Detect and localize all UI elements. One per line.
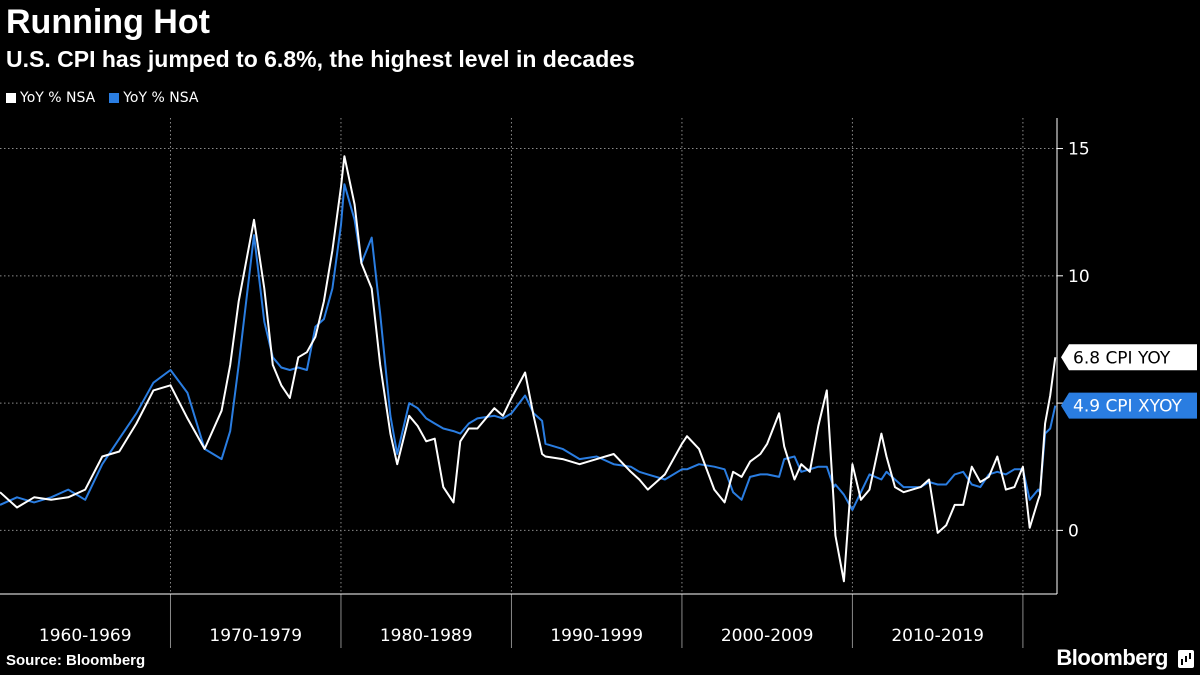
series-line-cpi [0,155,1057,583]
legend: YoY % NSA YoY % NSA [6,90,198,106]
grid-lines [0,118,1057,594]
legend-label-cpi: YoY % NSA [20,90,96,106]
legend-item-cpi: YoY % NSA [6,90,95,106]
callout-label-core: 4.9 CPI XYOY [1073,397,1183,417]
x-tick-label-1990-1999: 1990-1999 [550,626,643,646]
legend-label-core: YoY % NSA [123,90,199,106]
axes: 0510151960-19691970-19791980-19891990-19… [0,118,1090,648]
brand-chart-icon [1178,650,1194,668]
series-lines [0,155,1057,583]
x-tick-label-1960-1969: 1960-1969 [39,626,132,646]
callout-label-cpi: 6.8 CPI YOY [1073,348,1171,368]
chart-title: Running Hot [6,3,210,41]
x-tick-label-2000-2009: 2000-2009 [721,626,814,646]
y-tick-label-15: 15 [1068,140,1090,160]
x-tick-label-1970-1979: 1970-1979 [209,626,302,646]
y-tick-label-0: 0 [1068,521,1079,541]
callout-box-cpi [1061,344,1197,371]
callouts: 6.8 CPI YOY 4.9 CPI XYOY [1061,344,1197,419]
series-line-core [0,183,1057,511]
x-tick-label-2010-2019: 2010-2019 [891,626,984,646]
chart-subtitle: U.S. CPI has jumped to 6.8%, the highest… [6,46,635,72]
legend-swatch-cpi [6,93,16,103]
source-note: Source: Bloomberg [6,652,146,669]
x-tick-label-1980-1989: 1980-1989 [380,626,473,646]
y-tick-label-10: 10 [1068,267,1090,287]
legend-swatch-core [109,93,120,103]
brand-logo-text: Bloomberg [1056,645,1168,670]
callout-box-core [1061,392,1197,419]
legend-item-core: YoY % NSA [109,90,198,106]
